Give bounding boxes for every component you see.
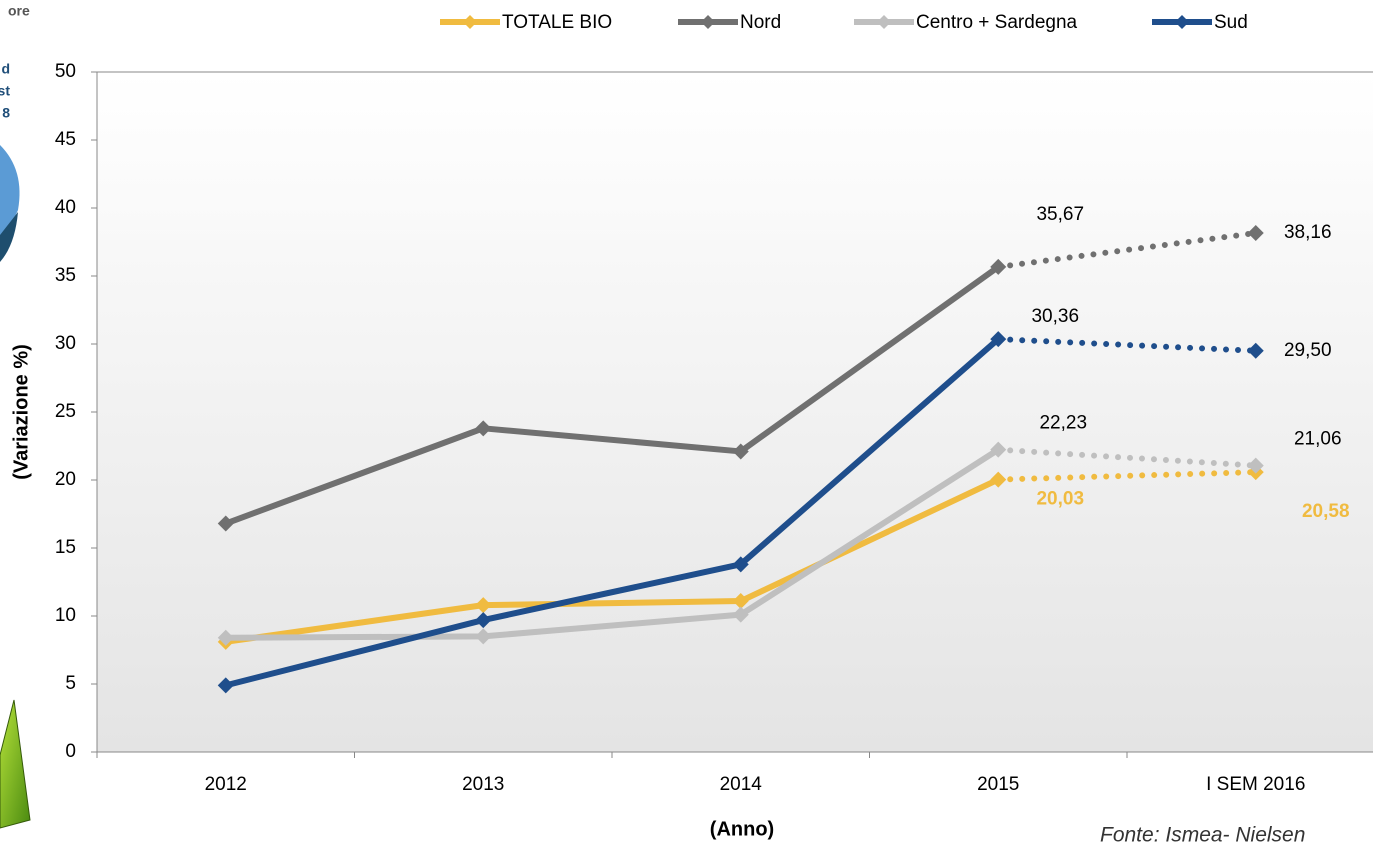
plot-area: [97, 72, 1373, 752]
chart: ore d st 8 (Variazione %) (Anno) Fonte: …: [0, 0, 1373, 844]
legend-label: Nord: [740, 12, 781, 33]
y-tick-label: 0: [65, 741, 76, 762]
fragment-text: st: [0, 83, 10, 99]
fragment-text: ore: [8, 3, 30, 19]
y-tick-label: 40: [55, 197, 76, 218]
y-tick-label: 15: [55, 537, 76, 558]
legend-marker: [1175, 15, 1189, 29]
shape-fragment: [0, 700, 30, 828]
legend-label: TOTALE BIO: [502, 12, 612, 33]
x-tick-label: 2012: [205, 774, 247, 795]
y-tick-label: 25: [55, 401, 76, 422]
legend-marker: [463, 15, 477, 29]
x-tick-label: 2015: [977, 774, 1019, 795]
x-tick-label: I SEM 2016: [1206, 774, 1305, 795]
y-tick-label: 5: [65, 673, 76, 694]
y-tick-label: 30: [55, 333, 76, 354]
y-tick-label: 20: [55, 469, 76, 490]
x-tick-label: 2014: [720, 774, 763, 795]
data-label: 38,16: [1284, 222, 1332, 243]
data-label: 35,67: [1036, 204, 1084, 225]
legend-label: Sud: [1214, 12, 1248, 33]
data-label: 30,36: [1031, 306, 1079, 327]
legend-marker: [877, 15, 891, 29]
x-axis-title: (Anno): [710, 818, 774, 840]
fragment-text: 8: [2, 105, 10, 121]
data-label: 29,50: [1284, 340, 1332, 361]
data-label: 20,58: [1302, 501, 1350, 522]
y-axis-title: (Variazione %): [10, 344, 32, 480]
y-tick-label: 35: [55, 265, 76, 286]
legend-marker: [701, 15, 715, 29]
source: Fonte: Ismea- Nielsen: [1100, 824, 1305, 844]
y-tick-label: 50: [55, 61, 76, 82]
data-label: 22,23: [1039, 413, 1087, 434]
x-tick-label: 2013: [462, 774, 504, 795]
data-label: 21,06: [1294, 429, 1342, 450]
y-tick-label: 45: [55, 129, 76, 150]
fragment-text: d: [1, 61, 10, 77]
legend-label: Centro + Sardegna: [916, 12, 1078, 33]
data-label: 20,03: [1036, 489, 1084, 510]
y-tick-label: 10: [55, 605, 76, 626]
